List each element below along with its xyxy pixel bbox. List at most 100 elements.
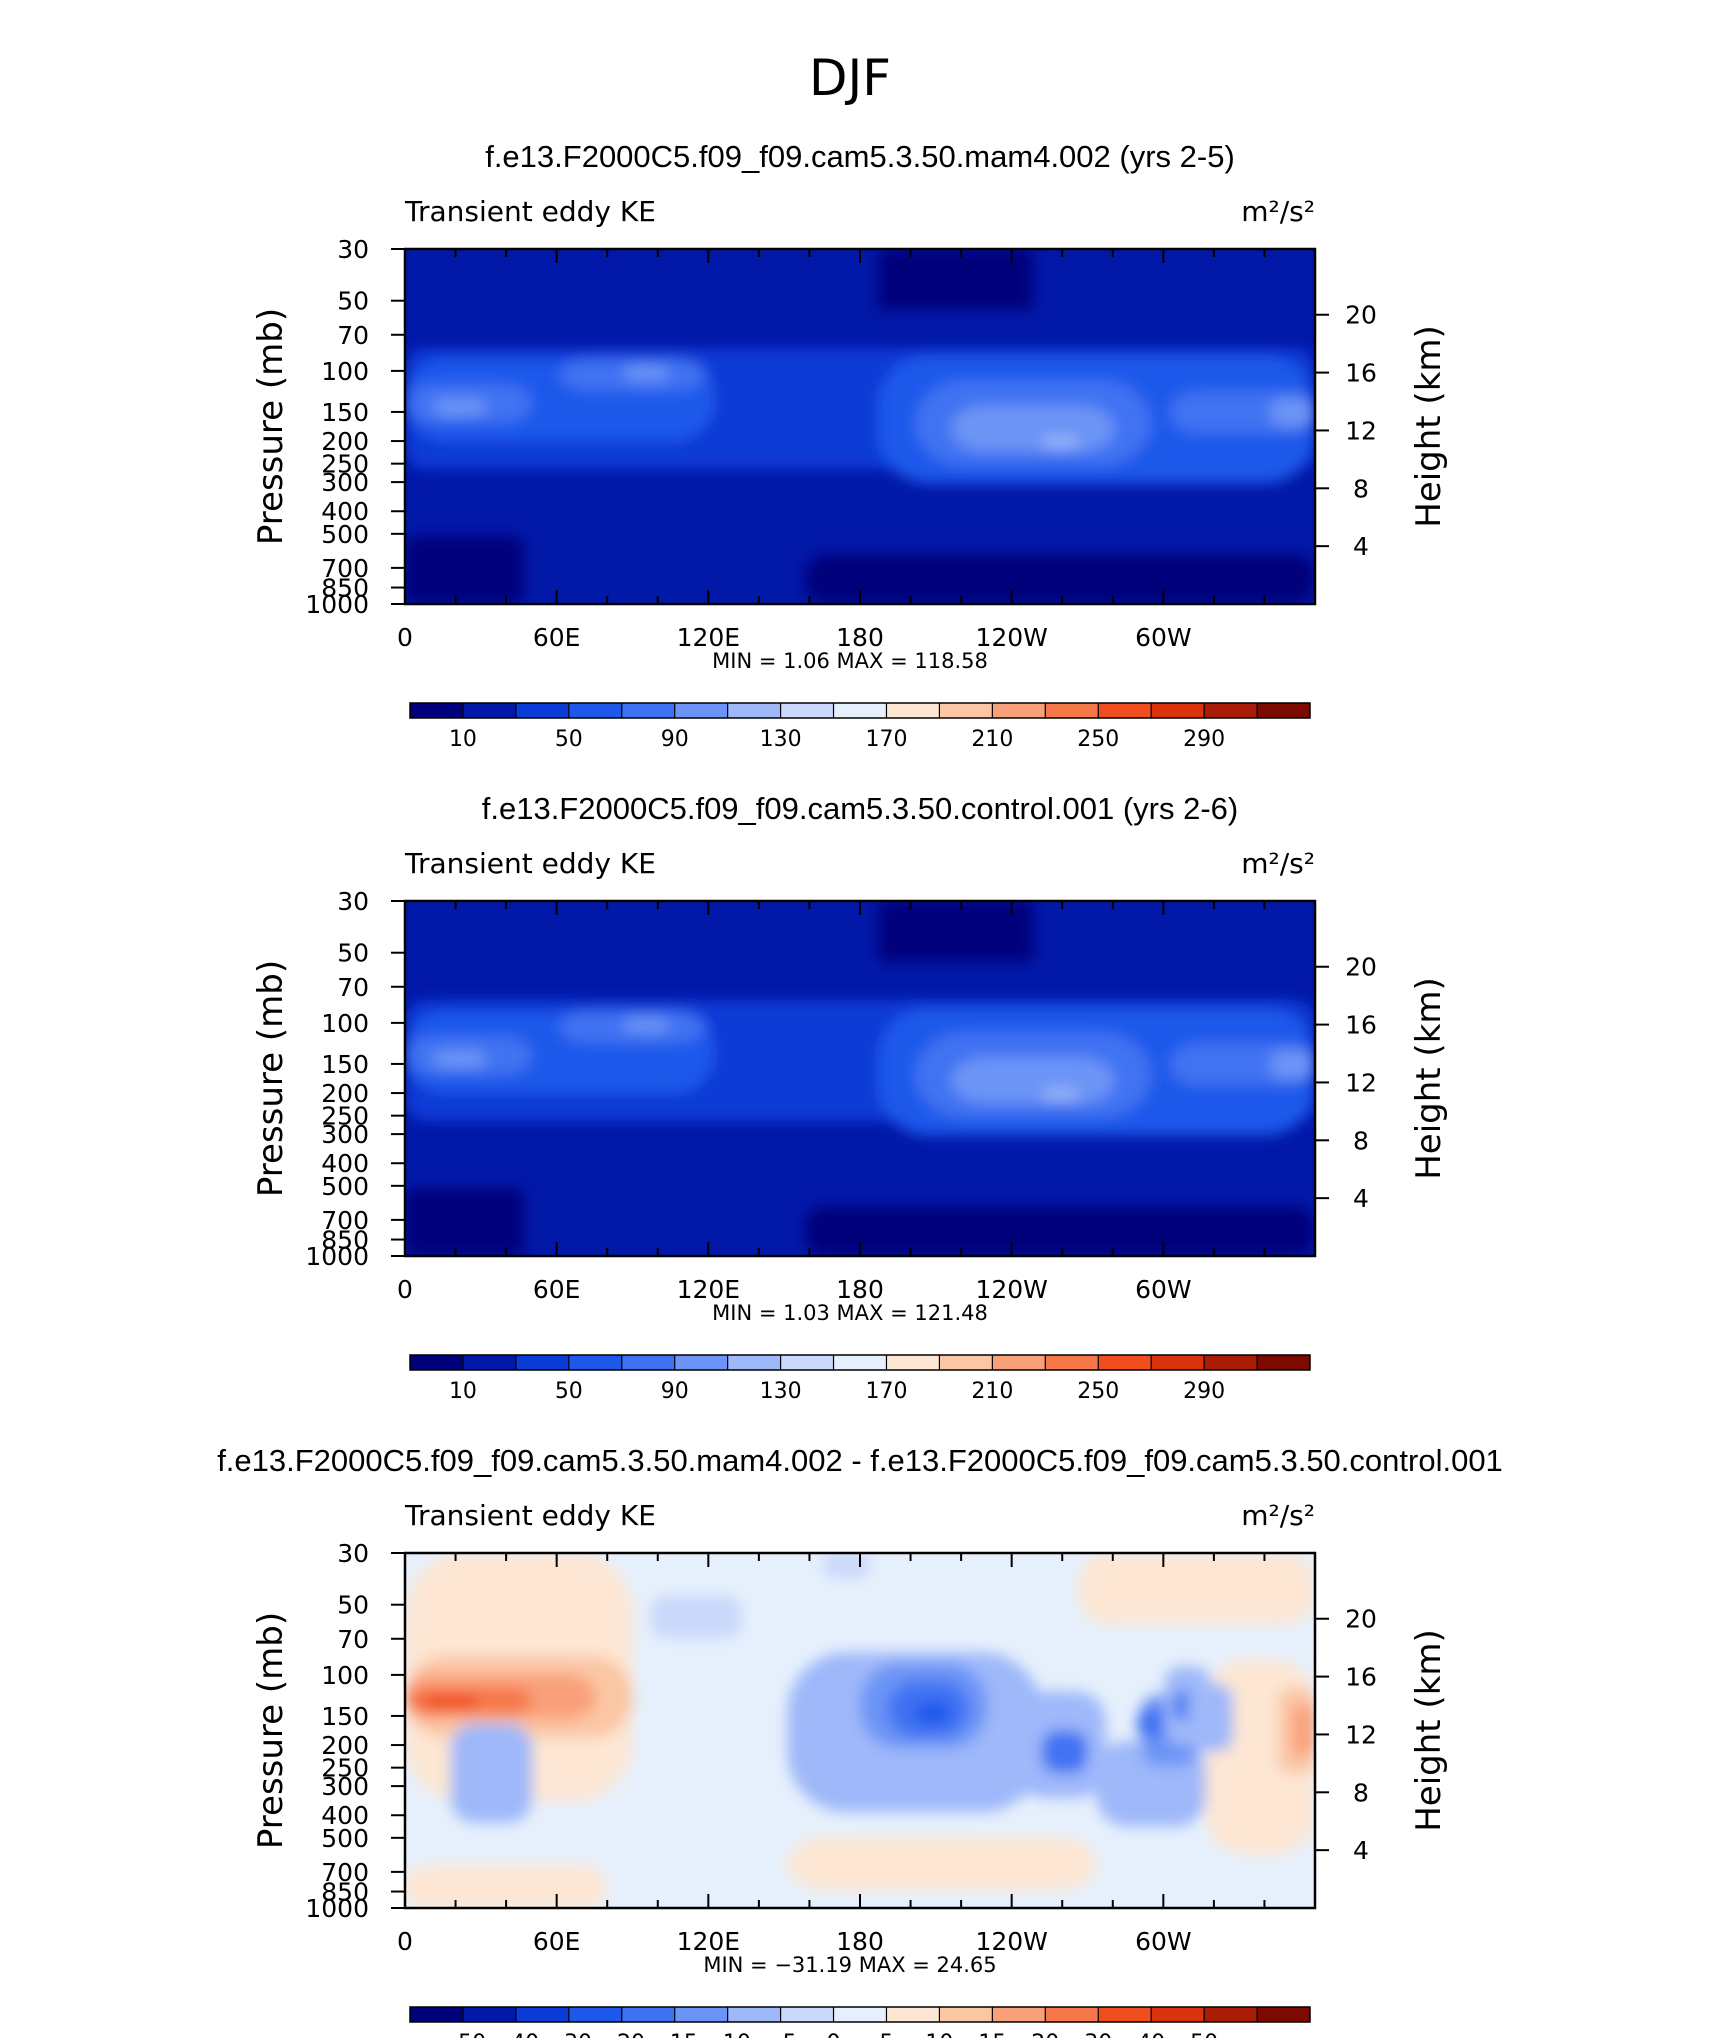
y-tick-label: 100 (321, 1661, 369, 1690)
colorbar-swatch (1098, 703, 1152, 718)
colorbar-swatch (1151, 2007, 1205, 2022)
colorbar-swatch (992, 703, 1046, 718)
y-tick-label: 70 (337, 321, 369, 350)
colorbar-label: 5 (879, 2031, 893, 2038)
y-tick-label: 200 (321, 427, 369, 456)
y-right-tick-label: 16 (1345, 1663, 1377, 1692)
y-tick-label: 500 (321, 520, 369, 549)
y-right-axis-title: Height (km) (1409, 325, 1449, 528)
x-tick-label: 180 (836, 623, 884, 652)
colorbar-label: 170 (865, 1379, 907, 1404)
colorbar-swatch (727, 2007, 782, 2022)
colorbar-swatch (1204, 703, 1258, 718)
colorbar-swatch (1257, 703, 1311, 718)
contour-region-21 (1137, 1709, 1165, 1738)
colorbar-swatch (780, 703, 835, 718)
colorbar-label: −10 (704, 2031, 750, 2038)
colorbar-swatch (886, 703, 940, 718)
contour-region-15 (405, 536, 524, 604)
colorbar-swatch (674, 1355, 729, 1370)
y-right-tick-label: 4 (1353, 532, 1369, 561)
y-right-tick-label: 20 (1345, 953, 1377, 982)
colorbar-swatch (1257, 1355, 1311, 1370)
y-tick-label: 150 (321, 1050, 369, 1079)
contour-field (405, 1553, 1315, 1908)
contour-field (405, 249, 1315, 604)
panel-2: 0 60E 120E 180 120W 60W3050701001502002503004… (251, 791, 1449, 1404)
colorbar-label: 290 (1183, 727, 1225, 752)
colorbar-swatch (674, 2007, 729, 2022)
colorbar-label: 50 (555, 727, 583, 752)
colorbar-swatch (1098, 1355, 1152, 1370)
x-tick-label: 60W (1135, 1927, 1192, 1956)
colorbar-swatch (462, 703, 517, 718)
colorbar-swatch (462, 1355, 517, 1370)
colorbar-label: 90 (661, 1379, 689, 1404)
colorbar-label: 10 (449, 1379, 477, 1404)
y-tick-label: 850 (321, 1226, 369, 1255)
x-tick-marks (404, 249, 1316, 604)
x-tick-label: 180 (836, 1927, 884, 1956)
contour-region-12 (450, 1723, 533, 1823)
y-axis-title: Pressure (mb) (251, 1612, 291, 1849)
colorbar-swatch (674, 703, 729, 718)
panel-1: 0 60E 120E 180 120W 60W3050701001502002503004… (251, 139, 1449, 752)
colorbar-frame (409, 1354, 1311, 1371)
colorbar-frame (409, 702, 1311, 719)
contour-region-13 (878, 249, 1033, 310)
y-right-tick-label: 12 (1345, 1720, 1377, 1749)
y-tick-label: 50 (337, 287, 369, 316)
colorbar-label: 210 (971, 727, 1013, 752)
contour-region-14 (805, 554, 1315, 604)
colorbar-label: 20 (1031, 2031, 1059, 2038)
y-right-tick-label: 4 (1353, 1836, 1369, 1865)
colorbar-swatch (621, 2007, 676, 2022)
y-tick-label: 300 (321, 1120, 369, 1149)
y-tick-label: 30 (337, 887, 369, 916)
colorbar-swatch (1151, 1355, 1205, 1370)
colorbar-swatch (939, 703, 993, 718)
colorbar-label: 130 (760, 1379, 802, 1404)
y-right-tick-label: 12 (1345, 1068, 1377, 1097)
min-max-text: MIN = 1.03 MAX = 121.48 (712, 1301, 988, 1325)
colorbar-label: 210 (971, 1379, 1013, 1404)
contour-region-4 (787, 1837, 1097, 1891)
x-tick-marks (404, 1553, 1316, 1908)
colorbar-swatch (833, 2007, 887, 2022)
units-label: m²/s² (1241, 195, 1315, 228)
colorbar-frame (409, 2006, 1311, 2023)
panel-3: 0 60E 120E 180 120W 60W3050701001502002503004… (217, 1443, 1503, 2038)
colorbar-swatch (780, 2007, 835, 2022)
y-right-tick-label: 16 (1345, 359, 1377, 388)
y-tick-label: 500 (321, 1172, 369, 1201)
contour-region-12 (1269, 398, 1315, 427)
colorbar-swatch (515, 1355, 570, 1370)
colorbar-label: 250 (1077, 1379, 1119, 1404)
y-tick-label: 250 (321, 1102, 369, 1131)
x-tick-label: 60E (533, 1275, 581, 1304)
contour-region-15 (405, 1188, 524, 1256)
colorbar-swatch (833, 1355, 887, 1370)
y-tick-label: 30 (337, 1539, 369, 1568)
y-tick-label: 700 (321, 1858, 369, 1887)
colorbar-swatch (1098, 2007, 1152, 2022)
colorbar-label: 50 (1190, 2031, 1218, 2038)
y-tick-label: 700 (321, 1206, 369, 1235)
colorbar-swatch (939, 1355, 993, 1370)
colorbar: −50−40−30−20−15−10−505101520304050 (409, 2006, 1311, 2038)
contour-region-2 (1078, 1553, 1315, 1624)
contour-region-14 (805, 1206, 1315, 1256)
x-tick-label: 60W (1135, 623, 1192, 652)
contour-region-4 (432, 398, 487, 416)
y-right-tick-label: 4 (1353, 1184, 1369, 1213)
contour-regions (405, 249, 1315, 604)
colorbar-label: −5 (764, 2031, 796, 2038)
contour-region-4 (432, 1050, 487, 1068)
contour-region-11 (1292, 1705, 1315, 1756)
colorbar-swatch (780, 1355, 835, 1370)
y-tick-label: 150 (321, 398, 369, 427)
colorbar-swatch (568, 1355, 623, 1370)
contour-regions (405, 1553, 1315, 1908)
min-value: 1.03 (783, 1301, 836, 1325)
